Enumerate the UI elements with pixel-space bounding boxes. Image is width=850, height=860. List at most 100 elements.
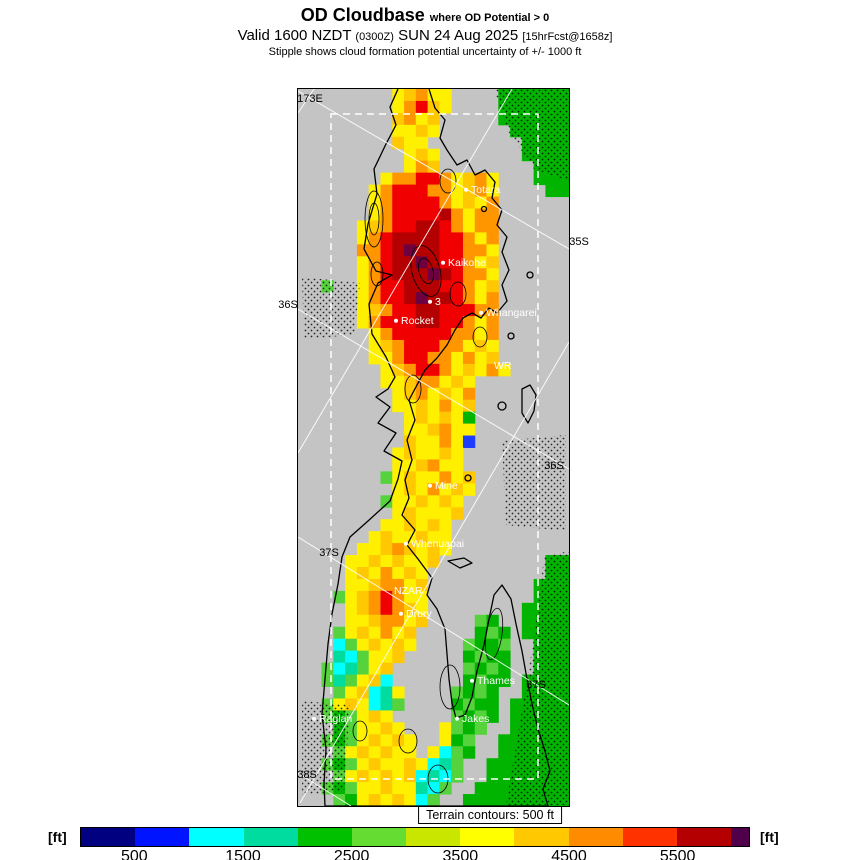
cloudbase-cell bbox=[439, 543, 452, 556]
cloudbase-cell bbox=[415, 148, 429, 162]
cloudbase-cell bbox=[415, 447, 429, 460]
cloudbase-cell bbox=[368, 292, 381, 305]
cloudbase-cell bbox=[451, 208, 464, 221]
colorbar-segment bbox=[460, 828, 515, 846]
valid-date: SUN 24 Aug 2025 bbox=[398, 27, 519, 44]
cloudbase-cell bbox=[333, 686, 346, 699]
valid-time-line: Valid 1600 NZDT (0300Z) SUN 24 Aug 2025 … bbox=[0, 27, 850, 44]
cloudbase-cell bbox=[415, 124, 429, 138]
cloudbase-cell bbox=[439, 423, 452, 437]
cloudbase-cell bbox=[404, 555, 417, 568]
island-kawau bbox=[464, 474, 472, 482]
cloudbase-cell bbox=[451, 363, 464, 377]
cloudbase-cell bbox=[462, 232, 476, 245]
cloudbase-cell bbox=[368, 650, 381, 664]
cloudbase-cell bbox=[474, 626, 488, 640]
cloudbase-cell bbox=[427, 399, 440, 413]
cloudbase-cell bbox=[427, 543, 440, 556]
cloudbase-cell bbox=[498, 734, 511, 747]
cloudbase-cell bbox=[486, 244, 499, 257]
cloudbase-cell bbox=[415, 328, 429, 341]
cloudbase-cell bbox=[462, 411, 476, 425]
cloudbase-cell bbox=[451, 339, 464, 353]
cloudbase-cell bbox=[380, 614, 393, 628]
contour bbox=[418, 257, 434, 285]
colorbar-segment bbox=[622, 828, 677, 846]
cloudbase-cell bbox=[451, 746, 464, 759]
cloudbase-cell bbox=[451, 196, 464, 209]
cloudbase-cell bbox=[392, 782, 405, 795]
cloudbase-cell bbox=[474, 363, 488, 377]
cloudbase-cell bbox=[498, 674, 511, 687]
cloudbase-cell bbox=[415, 280, 429, 293]
cloudbase-cell bbox=[415, 232, 429, 245]
cloudbase-cell bbox=[380, 220, 393, 233]
cloudbase-cell bbox=[427, 483, 440, 496]
cloudbase-cell bbox=[345, 674, 358, 687]
cloudbase-cell bbox=[380, 555, 393, 568]
cloudbase-cell bbox=[510, 698, 523, 711]
parallel-36s bbox=[298, 308, 569, 470]
cloudbase-cell bbox=[439, 256, 452, 269]
cloudbase-cell bbox=[451, 435, 464, 448]
cloudbase-cell bbox=[368, 722, 381, 735]
cloudbase-cell bbox=[486, 328, 499, 341]
cloudbase-cell bbox=[345, 555, 358, 568]
cloudbase-cell bbox=[439, 304, 452, 317]
cloudbase-cell bbox=[486, 758, 499, 771]
cloudbase-cell bbox=[486, 698, 499, 711]
cloudbase-cell bbox=[356, 794, 370, 806]
cloudbase-cell bbox=[404, 758, 417, 771]
cloudbase-cell bbox=[415, 555, 429, 568]
cloudbase-cell bbox=[498, 363, 511, 377]
cloudbase-cell bbox=[392, 244, 405, 257]
cloudbase-cell bbox=[356, 650, 370, 664]
cloudbase-cell bbox=[415, 208, 429, 221]
cloudbase-cell bbox=[498, 662, 511, 676]
forecast-tag: [15hrFcst@1658z] bbox=[522, 31, 613, 43]
cloudbase-cell bbox=[451, 292, 464, 305]
cloudbase-cell bbox=[333, 674, 346, 687]
cloudbase-cell bbox=[392, 339, 405, 353]
cloudbase-cell bbox=[439, 770, 452, 783]
cloudbase-cell bbox=[451, 495, 464, 508]
cloudbase-cell bbox=[486, 220, 499, 233]
cloudbase-cell bbox=[345, 650, 358, 664]
cloudbase-cell bbox=[404, 244, 417, 257]
contour bbox=[449, 281, 467, 307]
cloudbase-cell bbox=[345, 614, 358, 628]
cloudbase-cell bbox=[368, 782, 381, 795]
cloudbase-cell bbox=[462, 650, 476, 664]
cloudbase-cell bbox=[392, 602, 405, 616]
cloudbase-cell bbox=[486, 794, 499, 806]
cloudbase-cell bbox=[427, 363, 440, 377]
cloudbase-cell bbox=[392, 232, 405, 245]
colorbar-overflow-segment bbox=[731, 828, 750, 846]
cloudbase-cell bbox=[321, 674, 334, 687]
cloudbase-cell bbox=[368, 555, 381, 568]
cloudbase-cell bbox=[427, 112, 440, 126]
graticule-label-35s: 35S bbox=[569, 236, 589, 248]
cloudbase-cell bbox=[356, 280, 370, 293]
cloudbase-cell bbox=[415, 351, 429, 365]
cloudbase-cell bbox=[380, 626, 393, 640]
cloudbase-cell bbox=[392, 292, 405, 305]
cloudbase-cell bbox=[356, 590, 370, 604]
cloudbase-cell bbox=[380, 710, 393, 723]
cloudbase-cell bbox=[439, 519, 452, 532]
cloudbase-cell bbox=[415, 339, 429, 353]
cloudbase-cell bbox=[356, 602, 370, 616]
cloudbase-cell bbox=[415, 590, 429, 604]
cloudbase-cell bbox=[392, 89, 405, 102]
cloudbase-cell bbox=[486, 686, 499, 699]
map-canvas bbox=[298, 89, 569, 806]
cloudbase-cell bbox=[404, 531, 417, 544]
cloudbase-cell bbox=[415, 519, 429, 532]
cloudbase-cell bbox=[474, 292, 488, 305]
colorbar-segment bbox=[514, 828, 569, 846]
cloudbase-cell bbox=[427, 339, 440, 353]
cloudbase-cell bbox=[474, 268, 488, 281]
cloudbase-cell bbox=[368, 531, 381, 544]
cloudbase-cell bbox=[427, 794, 440, 806]
cloudbase-cell bbox=[462, 483, 476, 496]
